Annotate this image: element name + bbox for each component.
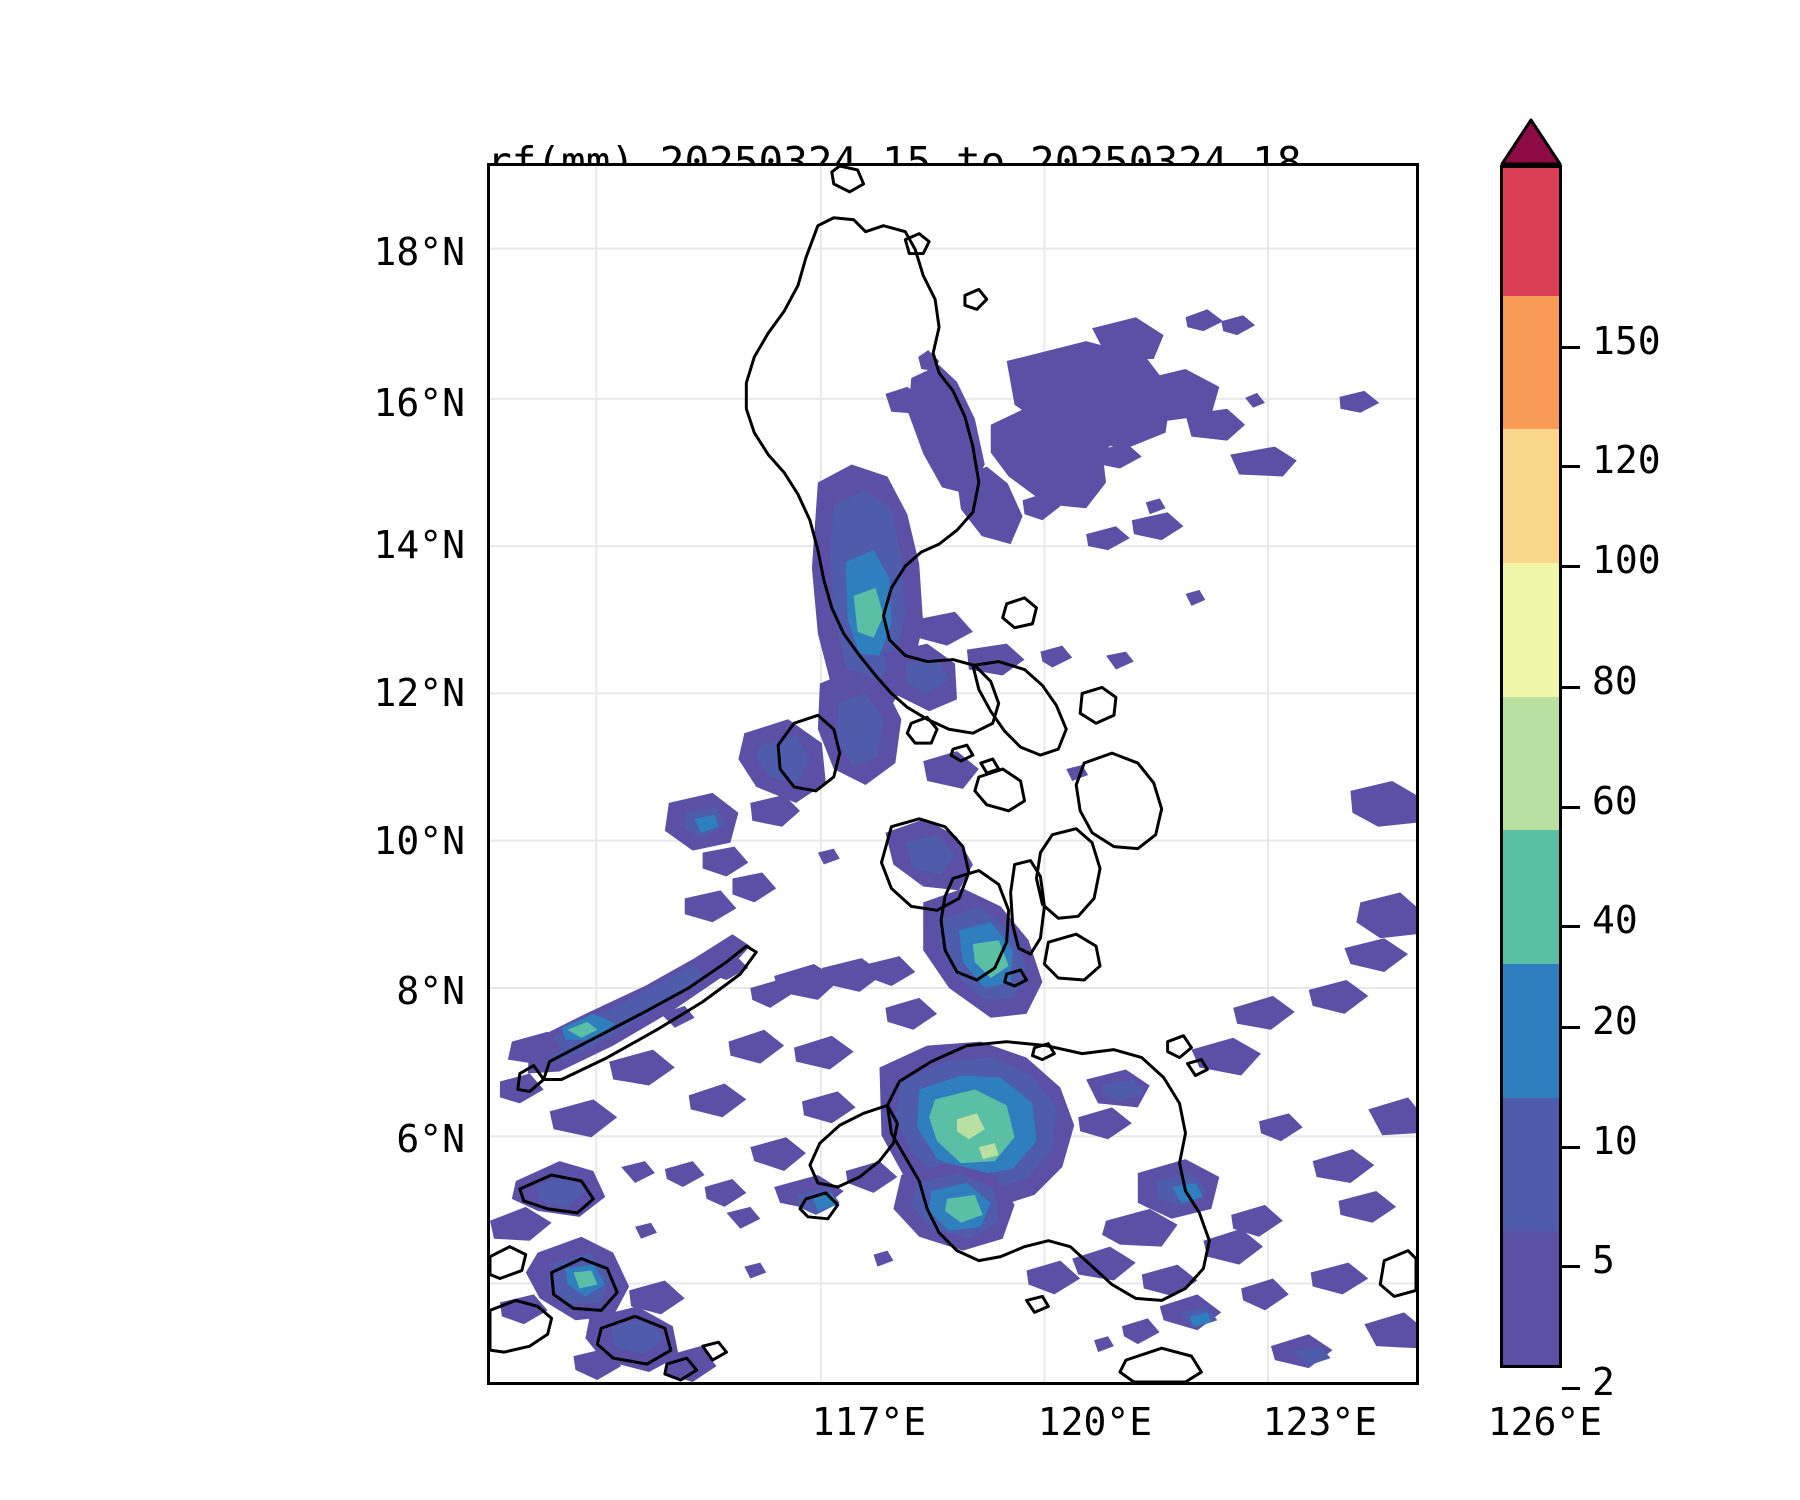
latitude-tick-label: 10°N: [373, 819, 465, 863]
colorbar-segment: [1503, 1096, 1559, 1232]
colorbar-tick-mark: [1562, 1265, 1580, 1268]
colorbar-tick-label: 20: [1592, 999, 1638, 1043]
map-plot-area: [487, 163, 1419, 1385]
colorbar-segment: [1503, 695, 1559, 831]
latitude-tick-label: 14°N: [373, 523, 465, 567]
colorbar-segment: [1503, 963, 1559, 1098]
colorbar-tick-mark: [1562, 346, 1580, 349]
latitude-tick-label: 8°N: [396, 969, 465, 1013]
colorbar-tick-label: 120: [1592, 438, 1661, 482]
colorbar-segment: [1503, 168, 1559, 296]
colorbar: [1500, 118, 1562, 1368]
latitude-tick-label: 12°N: [373, 671, 465, 715]
latitude-tick-label: 18°N: [373, 230, 465, 274]
colorbar-over-arrow: [1500, 118, 1562, 166]
longitude-tick-label: 117°E: [811, 1400, 927, 1444]
colorbar-tick-mark: [1562, 806, 1580, 809]
colorbar-tick-mark: [1562, 465, 1580, 468]
map-svg: [490, 166, 1416, 1382]
latitude-tick-label: 16°N: [373, 381, 465, 425]
colorbar-tick-mark: [1562, 565, 1580, 568]
colorbar-gradient: [1500, 165, 1562, 1368]
colorbar-tick-label: 150: [1592, 319, 1661, 363]
colorbar-tick-label: 100: [1592, 538, 1661, 582]
colorbar-tick-mark: [1562, 1387, 1580, 1390]
colorbar-segment: [1503, 829, 1559, 964]
colorbar-segment: [1503, 294, 1559, 430]
colorbar-tick-label: 40: [1592, 898, 1638, 942]
colorbar-segment: [1503, 428, 1559, 563]
colorbar-tick-label: 10: [1592, 1119, 1638, 1163]
latitude-tick-label: 6°N: [396, 1117, 465, 1161]
colorbar-tick-mark: [1562, 1026, 1580, 1029]
longitude-tick-label: 126°E: [1487, 1400, 1603, 1444]
longitude-tick-label: 120°E: [1037, 1400, 1153, 1444]
coastline: [490, 166, 1416, 1382]
longitude-tick-label: 123°E: [1262, 1400, 1378, 1444]
colorbar-tick-mark: [1562, 686, 1580, 689]
colorbar-tick-mark: [1562, 1146, 1580, 1149]
colorbar-tick-label: 80: [1592, 659, 1638, 703]
colorbar-segment: [1503, 1230, 1559, 1365]
map-canvas: [490, 166, 1416, 1382]
precipitation-field: [490, 309, 1416, 1382]
colorbar-tick-label: 5: [1592, 1238, 1615, 1282]
colorbar-segment: [1503, 562, 1559, 697]
colorbar-tick-mark: [1562, 925, 1580, 928]
colorbar-tick-label: 60: [1592, 779, 1638, 823]
colorbar-tick-label: 2: [1592, 1360, 1615, 1404]
